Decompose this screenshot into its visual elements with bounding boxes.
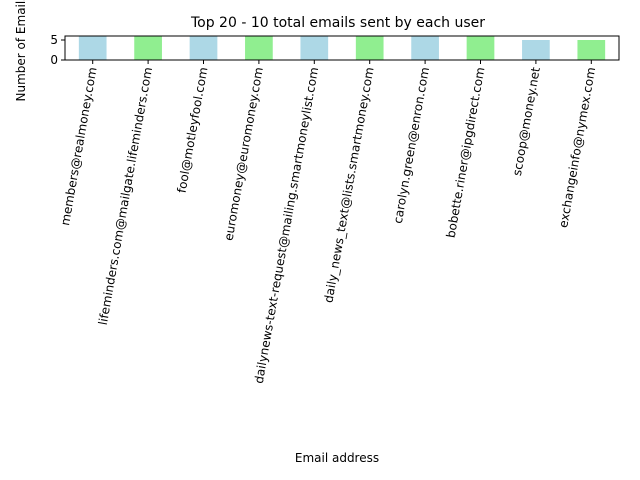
x-tick-label-4: dailynews-text-request@mailing.smartmone… bbox=[252, 66, 322, 385]
x-tick-label-8: scoop@money.net bbox=[510, 66, 543, 177]
bar-8 bbox=[522, 40, 550, 60]
bar-3 bbox=[245, 36, 273, 60]
bar-9 bbox=[577, 40, 606, 60]
x-tick-label-3: euromoney@euromoney.com bbox=[222, 66, 266, 242]
x-tick-label-7: bobette.riner@ipgdirect.com bbox=[444, 66, 488, 239]
bar-2 bbox=[189, 36, 218, 60]
x-tick-label-0: members@realmoney.com bbox=[58, 66, 100, 227]
bars-group bbox=[78, 36, 606, 60]
bar-7 bbox=[466, 36, 495, 60]
x-axis-label: Email address bbox=[295, 451, 379, 465]
x-tick-label-6: carolyn.green@enron.com bbox=[391, 66, 432, 225]
y-ticks-group: 05 bbox=[50, 33, 65, 67]
x-tick-label-5: daily_news_text@lists.smartmoney.com bbox=[321, 66, 376, 304]
y-tick-label-0: 0 bbox=[50, 53, 58, 67]
bar-4 bbox=[300, 36, 329, 60]
plot-frame bbox=[64, 35, 620, 61]
bar-6 bbox=[411, 36, 439, 60]
chart-title: Top 20 - 10 total emails sent by each us… bbox=[190, 15, 485, 31]
x-tick-label-9: exchangeinfo@nymex.com bbox=[556, 66, 598, 229]
x-ticks-group: members@realmoney.comlifeminders.com@mai… bbox=[58, 60, 598, 385]
bar-5 bbox=[355, 36, 384, 60]
bar-0 bbox=[78, 36, 107, 60]
y-tick-label-1: 5 bbox=[50, 33, 58, 47]
y-axis-label: Number of Emails bbox=[14, 0, 28, 101]
bar-1 bbox=[134, 36, 162, 60]
x-tick-label-1: lifeminders.com@mailgate.lifeminders.com bbox=[96, 66, 155, 326]
x-tick-label-2: fool@motleyfool.com bbox=[175, 66, 211, 194]
